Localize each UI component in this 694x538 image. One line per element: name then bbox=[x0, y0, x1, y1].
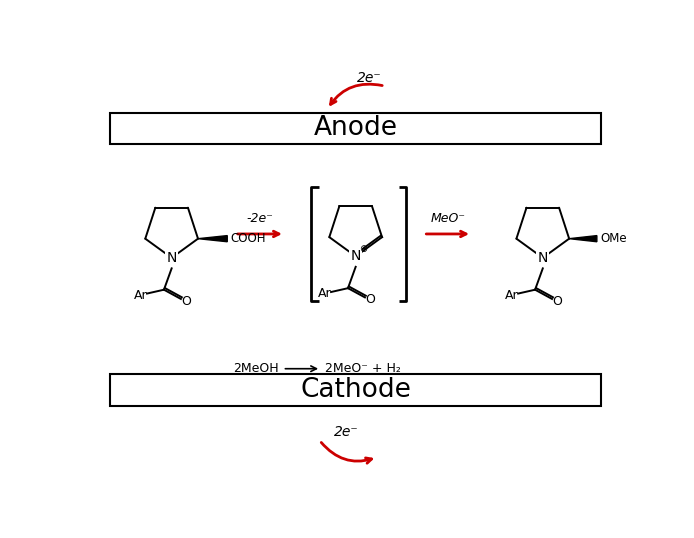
Text: O: O bbox=[365, 293, 375, 306]
Text: N: N bbox=[538, 251, 548, 265]
Text: O: O bbox=[181, 295, 192, 308]
Text: 2e⁻: 2e⁻ bbox=[334, 425, 359, 439]
Text: N: N bbox=[167, 251, 177, 265]
Text: Ar: Ar bbox=[134, 288, 148, 302]
Text: 2MeO⁻ + H₂: 2MeO⁻ + H₂ bbox=[325, 362, 400, 375]
Text: Ar: Ar bbox=[318, 287, 332, 300]
Text: Anode: Anode bbox=[314, 116, 398, 141]
Text: OMe: OMe bbox=[600, 232, 627, 245]
Text: N: N bbox=[350, 249, 361, 263]
Text: Cathode: Cathode bbox=[301, 377, 411, 403]
Text: ⊕: ⊕ bbox=[359, 244, 367, 253]
Polygon shape bbox=[198, 236, 227, 242]
Bar bbox=[110, 374, 601, 406]
Bar bbox=[110, 113, 601, 144]
Text: MeO⁻: MeO⁻ bbox=[430, 212, 465, 225]
Text: -2e⁻: -2e⁻ bbox=[246, 212, 273, 225]
Text: 2e⁻: 2e⁻ bbox=[357, 72, 382, 86]
Text: Ar: Ar bbox=[505, 288, 519, 302]
Text: COOH: COOH bbox=[230, 232, 266, 245]
Text: 2MeOH: 2MeOH bbox=[233, 362, 279, 375]
Polygon shape bbox=[569, 236, 597, 242]
Text: O: O bbox=[552, 295, 562, 308]
